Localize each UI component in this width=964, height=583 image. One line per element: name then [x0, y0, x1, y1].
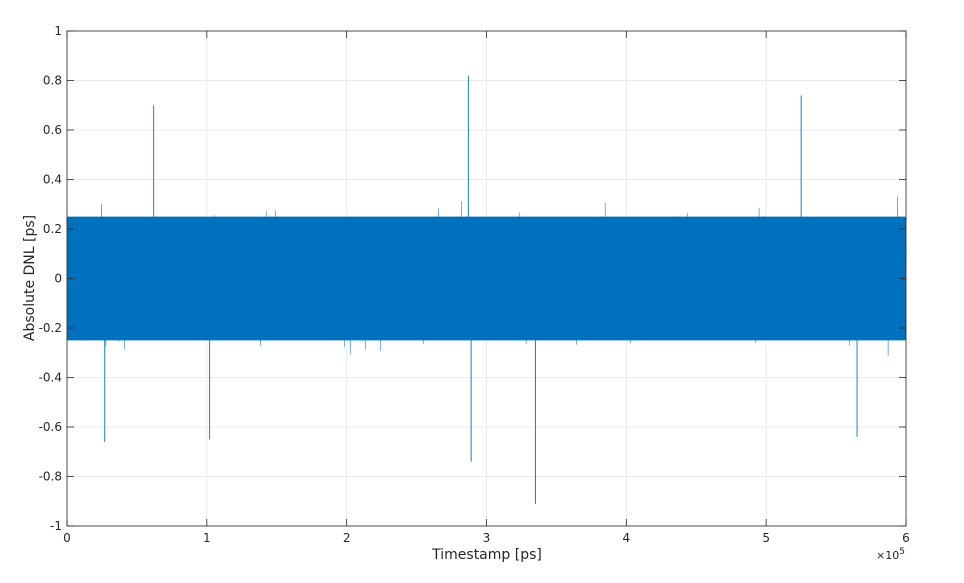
y-tick-label-0: -1 — [50, 519, 62, 533]
x-tick-label-3: 3 — [483, 531, 491, 545]
x-axis-label: Timestamp [ps] — [431, 547, 542, 563]
x-exponent-label: ×105 — [876, 547, 905, 562]
axis-ticks — [66, 30, 907, 527]
y-tick-label-4: -0.2 — [39, 321, 62, 335]
y-tick-label-3: -0.4 — [39, 371, 62, 385]
y-tick-label-5: 0 — [54, 272, 62, 286]
x-tick-label-4: 4 — [623, 531, 631, 545]
y-tick-label-10: 1 — [54, 24, 62, 38]
y-tick-label-9: 0.8 — [43, 74, 62, 88]
y-tick-label-1: -0.8 — [39, 470, 62, 484]
y-axis-label: Absolute DNL [ps] — [22, 215, 38, 341]
x-tick-label-2: 2 — [343, 531, 351, 545]
x-tick-labels: 0 1 2 3 4 5 6 — [63, 531, 910, 545]
x-tick-label-6: 6 — [902, 531, 910, 545]
y-tick-label-8: 0.6 — [43, 123, 62, 137]
series-1-trace — [66, 75, 907, 504]
y-tick-label-7: 0.4 — [43, 173, 62, 187]
x-tick-label-1: 1 — [203, 531, 211, 545]
x-tick-label-0: 0 — [63, 531, 71, 545]
series-1-core-band — [67, 216, 906, 341]
y-tick-labels: -1 -0.8 -0.6 -0.4 -0.2 0 0.2 0.4 0.6 0.8 1 — [39, 24, 62, 533]
x-tick-label-5: 5 — [762, 531, 770, 545]
y-tick-label-2: -0.6 — [39, 420, 62, 434]
y-tick-label-6: 0.2 — [43, 222, 62, 236]
